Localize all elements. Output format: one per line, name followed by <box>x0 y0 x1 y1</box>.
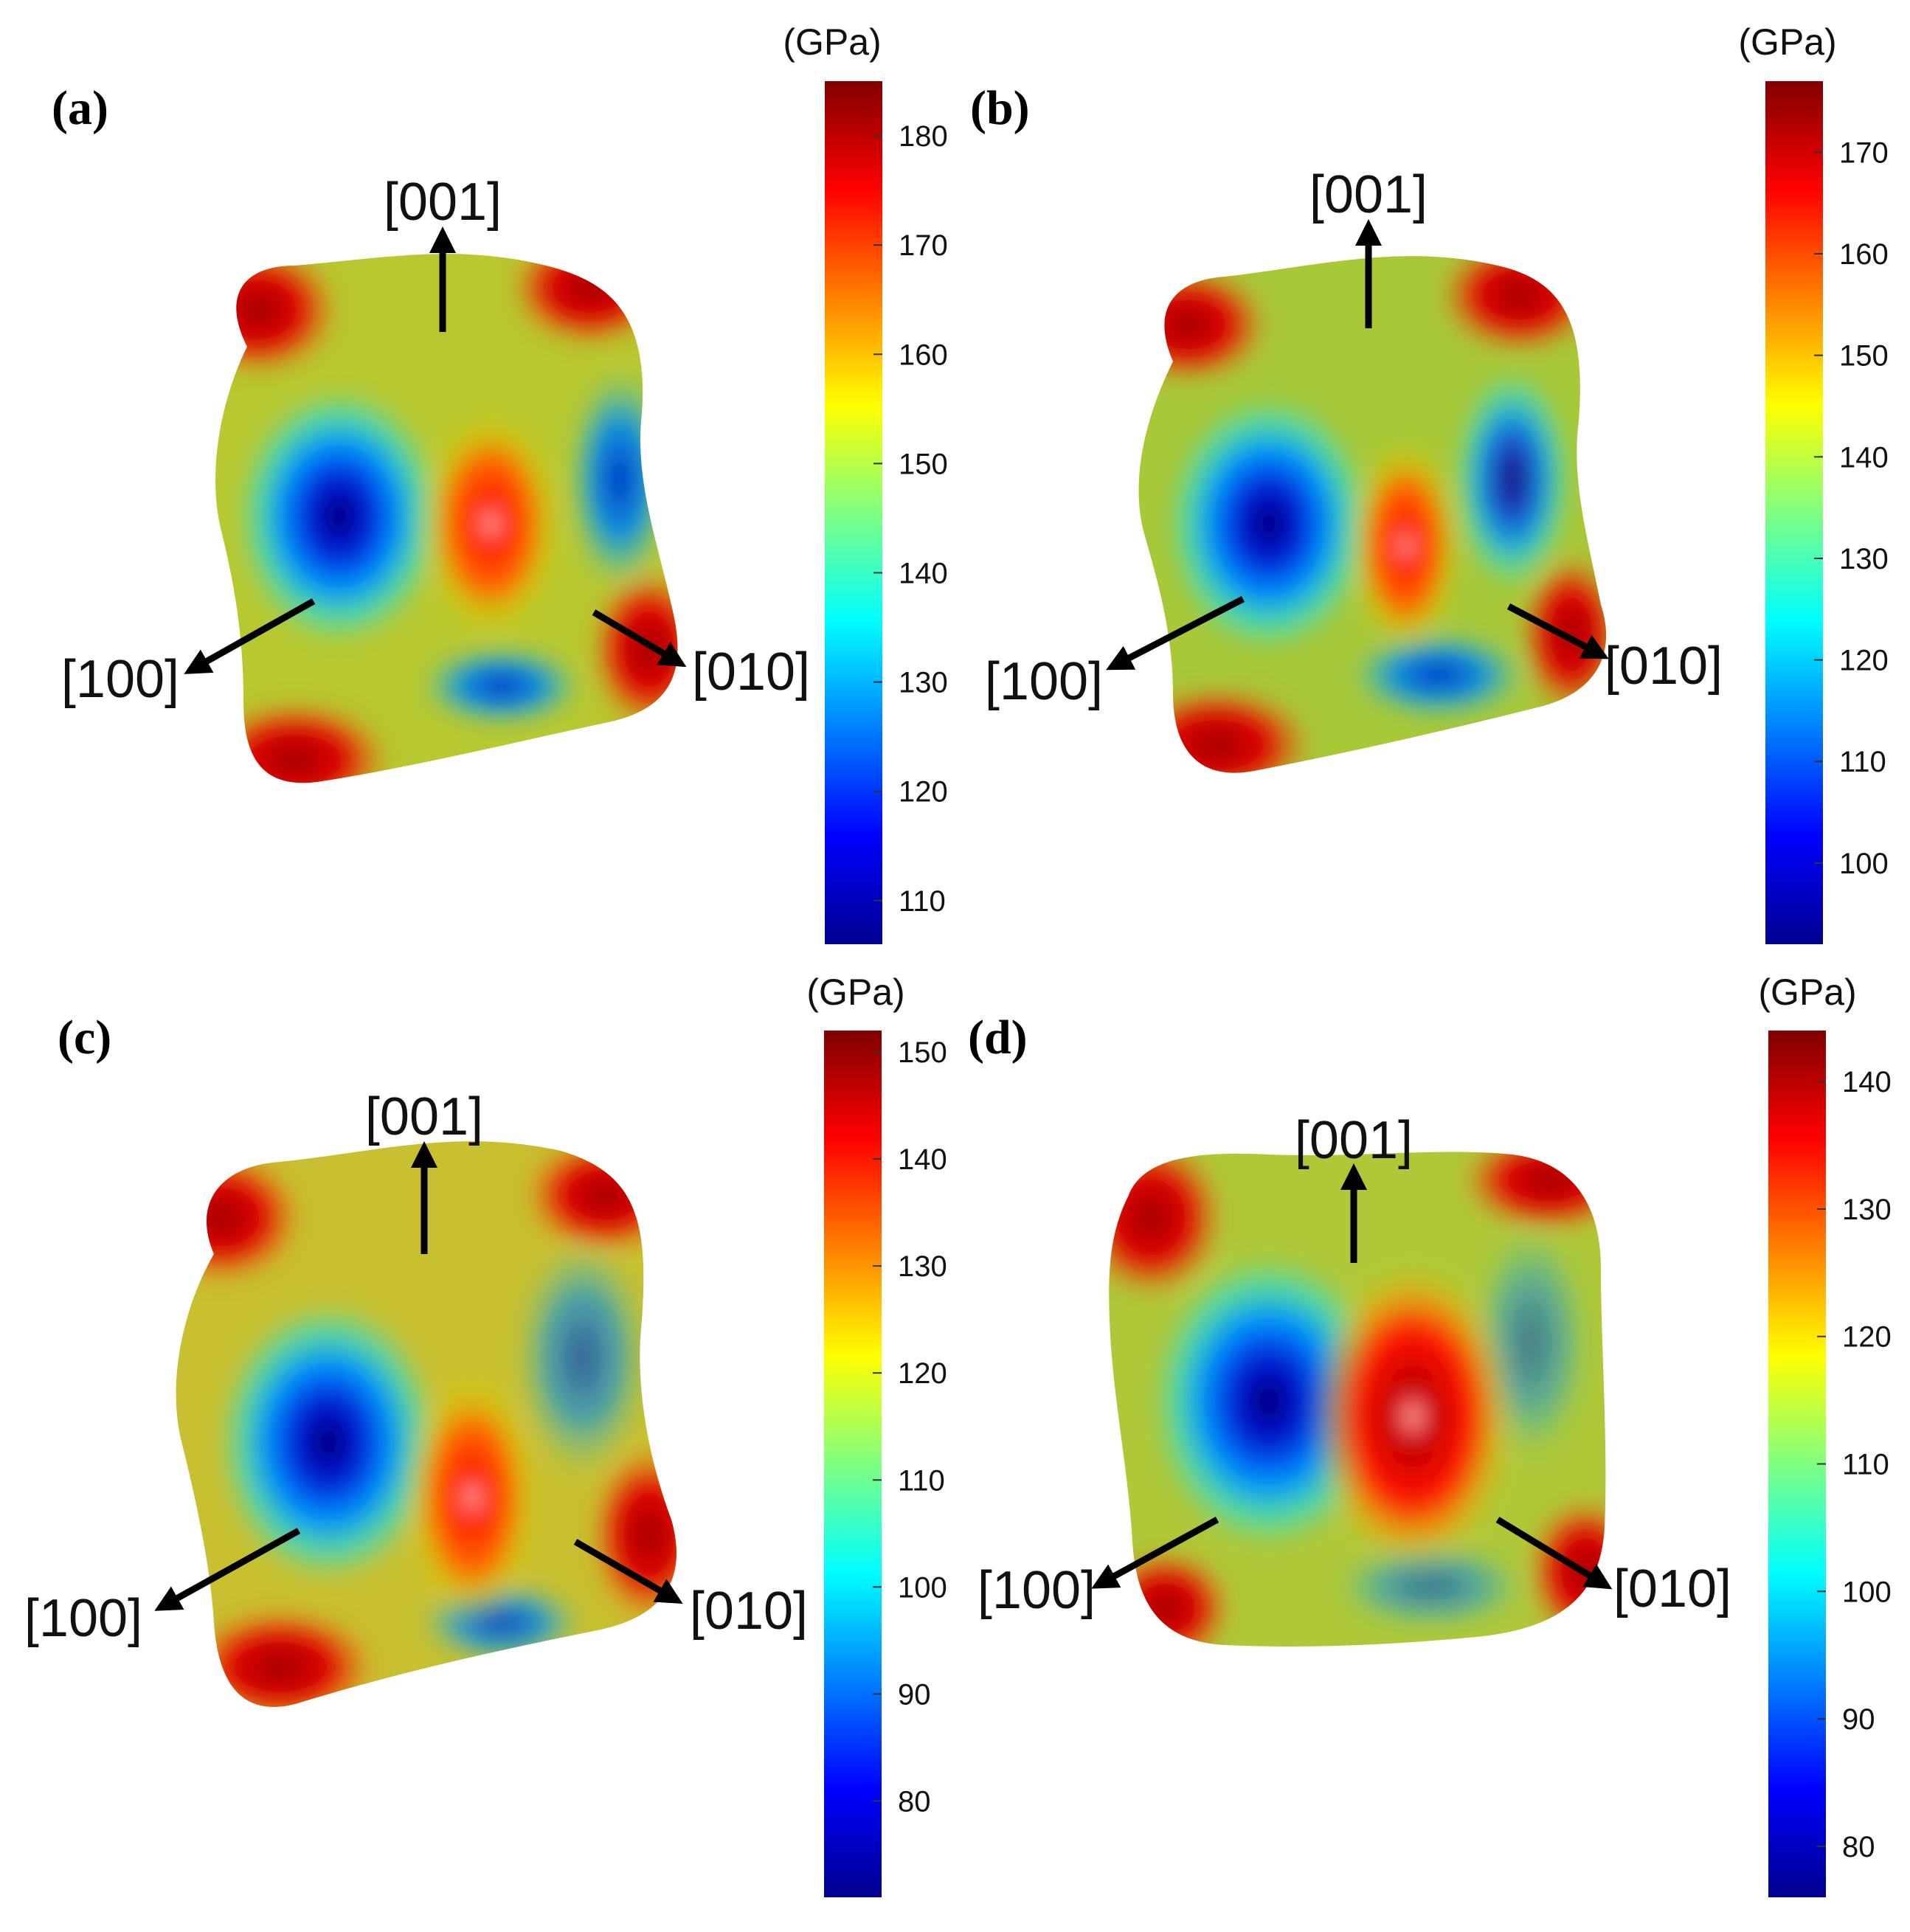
axis-010-label: [010] <box>692 643 810 702</box>
panel-a: (a) [001] [100] [010] (GPa) 110 120 130 140… <box>52 21 948 944</box>
colorbar-tick-label: 110 <box>1839 746 1886 778</box>
axis-010-arrow <box>573 1539 683 1604</box>
axis-100-arrow <box>1091 1517 1219 1589</box>
colorbar-tick-label: 90 <box>898 1678 931 1711</box>
unit-label: (GPa) <box>783 21 881 63</box>
colorbar-tick-label: 130 <box>898 1250 947 1283</box>
crystal-axes <box>184 226 687 674</box>
colorbar-tick-label: 140 <box>899 557 948 589</box>
colorbar-tick-label: 110 <box>1842 1449 1889 1481</box>
colorbar <box>825 81 882 944</box>
colorbar-tick-label: 120 <box>1842 1321 1892 1354</box>
colorbar-tick-label: 100 <box>898 1571 947 1604</box>
colorbar-ticks: 80 90 100 110 120 130 140 <box>1817 1066 1892 1863</box>
panel-label: (d) <box>968 1011 1028 1064</box>
axis-010-arrow <box>1495 1517 1613 1590</box>
axis-010-arrow <box>1506 603 1609 659</box>
colorbar-tick-label: 140 <box>898 1143 947 1176</box>
colorbar-tick-label: 170 <box>1839 136 1889 169</box>
colorbar-ticks: 110 120 130 140 150 160 170 180 <box>873 120 948 918</box>
colorbar-tick-label: 170 <box>899 229 948 262</box>
colorbar-tick-label: 110 <box>899 885 946 918</box>
unit-label: (GPa) <box>1758 972 1856 1013</box>
colorbar-tick-label: 130 <box>899 667 948 699</box>
elastic-modulus-surface <box>1138 256 1607 773</box>
colorbar-ticks: 80 90 100 110 120 130 140 150 <box>873 1036 947 1818</box>
crystal-axes <box>1091 1163 1613 1590</box>
colorbar-tick-label: 130 <box>1842 1194 1892 1226</box>
colorbar-tick-label: 80 <box>1842 1831 1875 1863</box>
panel-d: (d) [001] [100] [010] (GPa) 80 90 100 110 12… <box>968 972 1892 1897</box>
axis-100-label: [100] <box>985 652 1103 711</box>
axis-001-label: [001] <box>365 1087 483 1146</box>
colorbar-tick-label: 120 <box>899 776 948 809</box>
colorbar-tick-label: 90 <box>1842 1703 1875 1736</box>
axis-100-label: [100] <box>61 650 179 709</box>
colorbar-tick-label: 160 <box>899 339 948 371</box>
colorbar-tick-label: 100 <box>1842 1576 1892 1608</box>
colorbar-tick-label: 130 <box>1839 543 1889 575</box>
colorbar-tick-label: 160 <box>1839 238 1889 271</box>
colorbar-tick-label: 150 <box>1839 340 1889 373</box>
axis-010-label: [010] <box>690 1582 808 1641</box>
panel-label: (c) <box>58 1011 111 1064</box>
panel-label: (a) <box>52 81 108 135</box>
elastic-modulus-surface <box>1109 1152 1606 1647</box>
axis-001-label: [001] <box>384 173 502 232</box>
axis-010-label: [010] <box>1613 1559 1731 1618</box>
unit-label: (GPa) <box>1738 21 1836 63</box>
colorbar-tick-label: 150 <box>898 1036 947 1069</box>
panel-label: (b) <box>970 81 1030 135</box>
colorbar-tick-label: 80 <box>898 1785 931 1818</box>
colorbar <box>824 1031 882 1897</box>
crystal-axes <box>1106 219 1609 671</box>
axis-100-label: [100] <box>24 1589 142 1648</box>
colorbar <box>1765 81 1823 944</box>
colorbar-tick-label: 100 <box>1839 848 1889 880</box>
colorbar-tick-label: 120 <box>1839 645 1889 677</box>
colorbar-tick-label: 140 <box>1839 441 1889 474</box>
axis-010-arrow <box>592 609 687 668</box>
panel-b: (b) [001] [100] [010] (GPa) 100 110 120 130… <box>970 21 1889 944</box>
axis-100-arrow <box>154 1528 301 1611</box>
axis-100-arrow <box>1106 596 1245 671</box>
axis-100-arrow <box>184 598 316 674</box>
unit-label: (GPa) <box>806 972 904 1013</box>
axis-100-label: [100] <box>978 1561 1096 1620</box>
colorbar-tick-label: 140 <box>1842 1066 1892 1098</box>
colorbar-tick-label: 180 <box>899 120 948 153</box>
axis-010-label: [010] <box>1605 637 1723 696</box>
colorbar-tick-label: 120 <box>898 1357 947 1390</box>
axis-001-label: [001] <box>1309 165 1428 224</box>
colorbar <box>1768 1031 1826 1897</box>
colorbar-tick-label: 110 <box>898 1464 945 1497</box>
panel-c: (c) [001] [100] [010] (GPa) 80 90 100 110 12… <box>24 972 947 1897</box>
crystal-axes <box>154 1141 683 1611</box>
colorbar-ticks: 100 110 120 130 140 150 160 170 <box>1814 136 1889 880</box>
colorbar-tick-label: 150 <box>899 448 948 480</box>
axis-001-label: [001] <box>1295 1111 1413 1170</box>
